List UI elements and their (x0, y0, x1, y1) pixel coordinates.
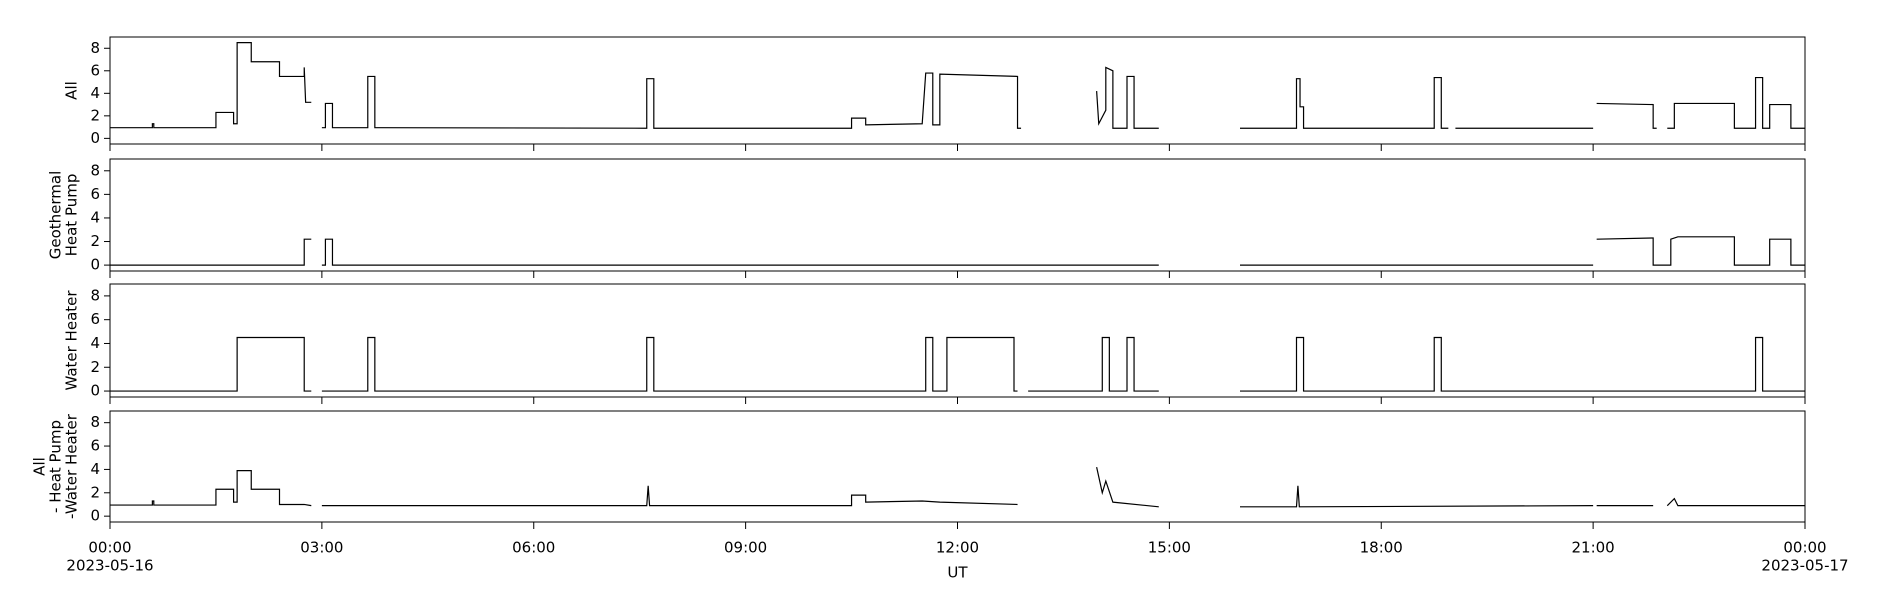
y-tick-label: 8 (90, 39, 100, 57)
y-tick-label: 6 (90, 437, 100, 455)
x-tick-label: 18:00 (1360, 539, 1403, 557)
panel-frame (109, 283, 1806, 398)
y-tick-label: 6 (90, 61, 100, 79)
y-axis-label: - Heat Pump (47, 420, 65, 513)
series-line (110, 466, 1805, 508)
y-tick-label: 4 (90, 334, 100, 352)
x-tick-label: 00:00 (1783, 539, 1826, 557)
x-tick-label: 21:00 (1572, 539, 1615, 557)
x-tick-label: 03:00 (300, 539, 343, 557)
panel-frame (109, 158, 1806, 272)
y-tick-label: 4 (90, 84, 100, 102)
y-axis-label: Heat Pump (63, 174, 81, 257)
y-tick-label: 8 (90, 413, 100, 431)
y-tick-label: 0 (90, 129, 100, 147)
x-tick-label: 09:00 (724, 539, 767, 557)
x-tick-date: 2023-05-16 (66, 557, 153, 575)
x-tick-label: 15:00 (1148, 539, 1191, 557)
series-line (110, 42, 1805, 129)
y-axis-label: All (63, 81, 81, 100)
y-tick-label: 2 (90, 106, 100, 124)
y-tick-label: 0 (90, 507, 100, 525)
y-tick-label: 4 (90, 208, 100, 226)
y-tick-label: 2 (90, 232, 100, 250)
y-tick-label: 2 (90, 483, 100, 501)
x-axis-label: UT (947, 564, 968, 582)
y-tick-label: 2 (90, 358, 100, 376)
y-tick-label: 8 (90, 286, 100, 304)
y-axis-label: Water Heater (63, 290, 81, 391)
y-axis-label: All (31, 457, 49, 476)
x-tick-label: 12:00 (936, 539, 979, 557)
y-tick-label: 4 (90, 460, 100, 478)
y-tick-label: 6 (90, 185, 100, 203)
x-tick-date: 2023-05-17 (1761, 557, 1848, 575)
series-line (110, 336, 1805, 392)
y-tick-label: 8 (90, 161, 100, 179)
y-axis-label: Geothermal (47, 171, 65, 260)
y-tick-label: 6 (90, 310, 100, 328)
x-tick-label: 00:00 (88, 539, 131, 557)
y-tick-label: 0 (90, 256, 100, 274)
x-tick-label: 06:00 (512, 539, 555, 557)
y-tick-label: 0 (90, 382, 100, 400)
series-line (110, 236, 1805, 266)
y-axis-label: -Water Heater (63, 413, 81, 519)
